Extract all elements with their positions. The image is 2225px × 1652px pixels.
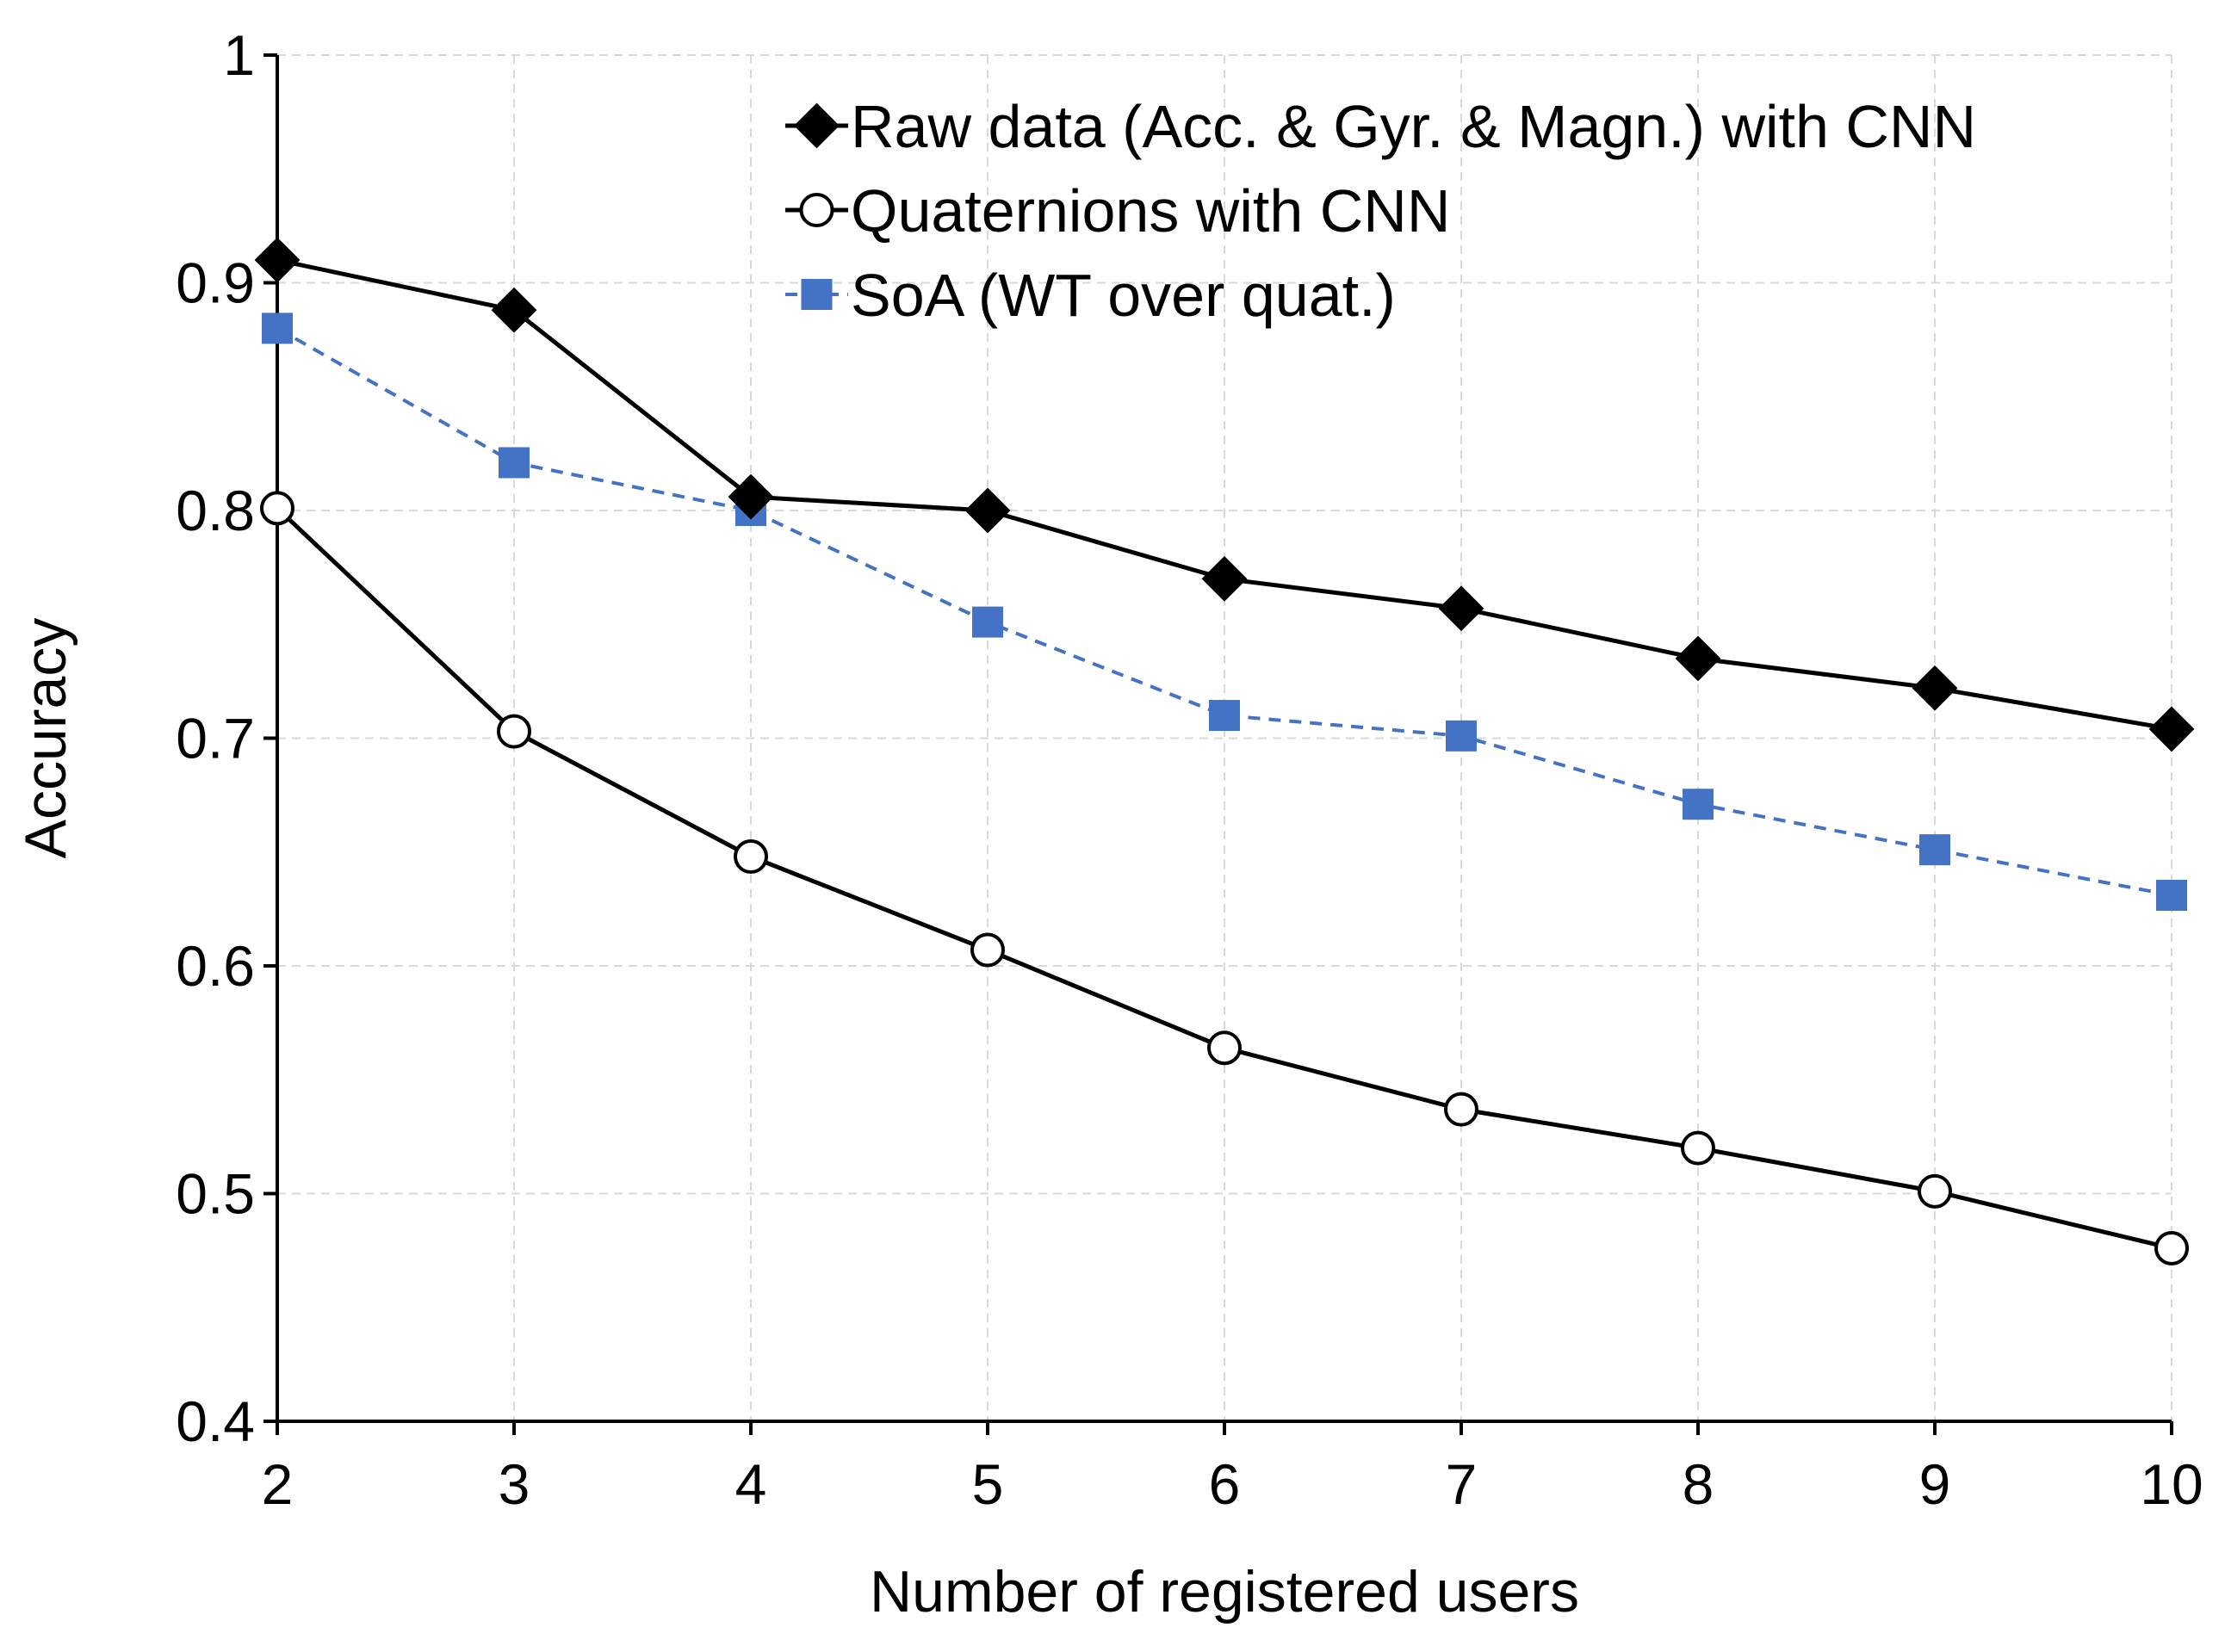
data-point	[728, 473, 774, 520]
data-point	[972, 606, 1003, 638]
y-tick-label: 0.8	[176, 479, 255, 542]
legend-entry: SoA (WT over quat.)	[785, 262, 1396, 329]
y-tick-label: 0.4	[176, 1389, 255, 1453]
data-point	[1446, 720, 1477, 752]
x-tick-label: 4	[735, 1452, 767, 1516]
legend-marker	[801, 279, 833, 310]
y-tick-label: 0.6	[176, 934, 255, 998]
legend-marker	[794, 102, 840, 149]
data-point	[1675, 635, 1721, 682]
data-point	[1919, 834, 1950, 866]
series-2	[260, 491, 2189, 1265]
legend: Raw data (Acc. & Gyr. & Magn.) with CNN Q…	[785, 93, 1976, 329]
data-point	[2156, 880, 2187, 912]
y-axis-title: Accuracy	[13, 618, 78, 859]
data-point	[254, 237, 301, 283]
x-tick-label: 3	[499, 1452, 530, 1516]
y-tick-label: 0.5	[176, 1162, 255, 1226]
y-tick-label: 1	[223, 23, 255, 87]
x-tick-label: 9	[1919, 1452, 1951, 1516]
data-point	[970, 932, 1005, 968]
legend-label: Raw data (Acc. & Gyr. & Magn.) with CNN	[851, 93, 1976, 160]
x-tick-label: 5	[972, 1452, 1004, 1516]
x-tick-label: 10	[2140, 1452, 2203, 1516]
data-point	[1209, 700, 1240, 732]
y-tick-label: 0.7	[176, 707, 255, 770]
data-point	[260, 491, 294, 526]
data-point	[491, 287, 537, 333]
data-point	[497, 714, 531, 749]
x-tick-label: 2	[262, 1452, 294, 1516]
data-point	[1918, 1173, 1952, 1209]
y-tick-label: 0.9	[176, 251, 255, 315]
x-tick-label: 6	[1209, 1452, 1241, 1516]
legend-entry: Quaternions with CNN	[785, 177, 1450, 244]
data-point	[1681, 1130, 1715, 1166]
series-1	[254, 237, 2195, 752]
data-point	[1207, 1030, 1242, 1066]
legend-label: SoA (WT over quat.)	[851, 262, 1396, 329]
legend-marker	[799, 193, 834, 227]
data-point	[1912, 665, 1958, 711]
x-tick-label: 8	[1683, 1452, 1714, 1516]
series-line	[276, 326, 2172, 897]
data-point	[2154, 1230, 2189, 1265]
tick-labels: 0.4 0.5 0.6 0.7 0.8 0.9 1 2 3 4 5 6 7 8 9 10	[176, 23, 2203, 1516]
gridlines	[277, 54, 2172, 1421]
data-point	[1201, 555, 1248, 602]
legend-label: Quaternions with CNN	[851, 177, 1450, 244]
legend-entry: Raw data (Acc. & Gyr. & Magn.) with CNN	[785, 93, 1976, 160]
data-point	[964, 487, 1011, 534]
data-point	[499, 447, 530, 479]
x-axis-title: Number of registered users	[870, 1559, 1579, 1624]
data-point	[1438, 585, 1484, 632]
data-point	[734, 839, 768, 875]
x-tick-label: 7	[1446, 1452, 1478, 1516]
data-point	[1683, 789, 1714, 820]
data-point	[1444, 1092, 1478, 1127]
data-point	[262, 312, 293, 344]
series	[254, 237, 2195, 1265]
data-point	[2148, 706, 2195, 752]
